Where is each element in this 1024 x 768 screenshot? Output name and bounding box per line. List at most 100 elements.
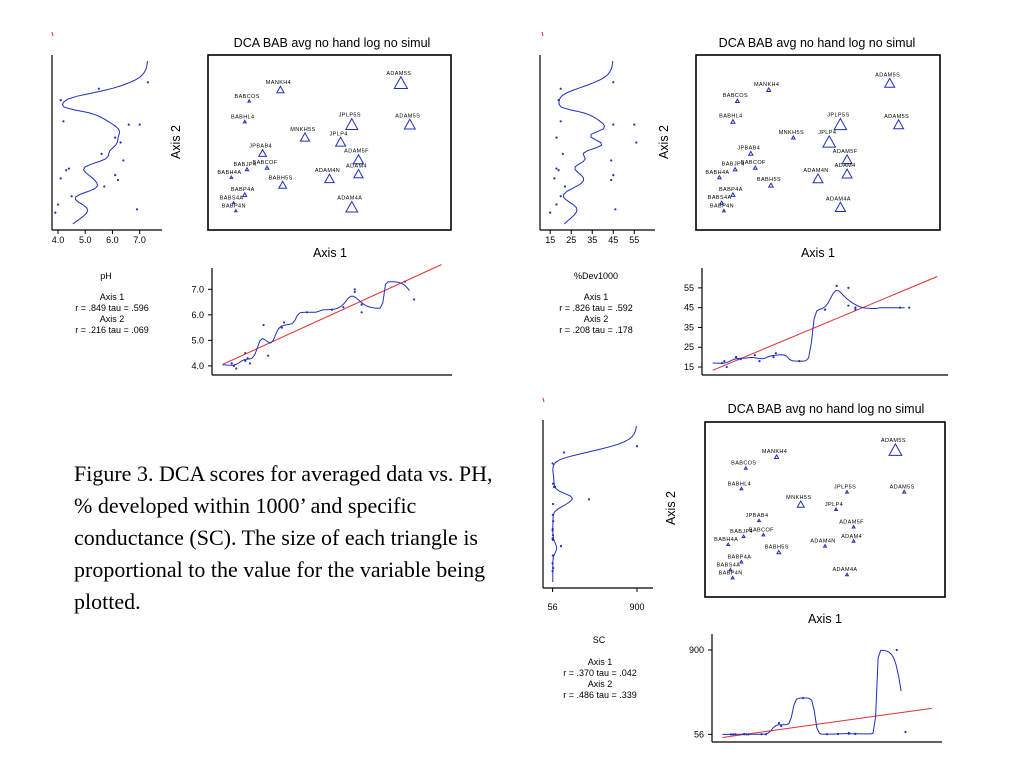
panel-1-side-smooth-curve [61, 60, 148, 225]
panel-3-site-marker-11 [761, 532, 766, 537]
panel-3-regression-line [722, 707, 932, 738]
panel-1-variable-label: pH [100, 271, 112, 281]
panel-2-site-marker-8 [747, 150, 754, 156]
panel-1-site-marker-16 [241, 191, 248, 197]
panel-3-site-label-16: BABP4A [727, 555, 751, 561]
panel-2-site-marker-3 [730, 118, 736, 124]
panel-3-side-point-15 [559, 545, 563, 548]
panel-1-side-tick-label-0: 4.0 [52, 235, 65, 245]
panel-2-side-point-14 [610, 178, 613, 182]
panel-2-corner-mark [541, 31, 544, 37]
panel-3-axis2-label: Axis 2 [664, 491, 678, 525]
panel-1-side-point-14 [116, 178, 119, 182]
panel-1-site-marker-5 [403, 118, 417, 130]
panel-1-corner-mark [51, 31, 54, 37]
panel-2-site-label-1: MANKH4 [754, 82, 779, 88]
panel-2-bottom-point-4 [847, 286, 850, 289]
panel-2-side-point-18 [614, 208, 617, 211]
panel-1-site-label-0: ADAM5S [386, 71, 411, 77]
panel-1-bottom-point-1 [280, 326, 283, 329]
panel-3-site-label-1: MANKH4 [762, 449, 787, 455]
panel-1-side-point-11 [67, 167, 70, 170]
panel-2-bottom-point-18 [847, 304, 850, 307]
panel-3-site-label-4: JPLP5S [834, 484, 856, 490]
panel-2-side-smooth-curve [558, 60, 614, 225]
panel-3-ordination-frame [704, 421, 946, 598]
panel-3-bottom-smooth-curve [722, 649, 902, 735]
panel-1-side-point-18 [135, 208, 139, 211]
panel-2-site-marker-12 [716, 174, 722, 180]
panel-3-site-marker-15 [776, 549, 782, 555]
panel-1-site-label-10: BABJP4 [234, 162, 257, 168]
panel-2-site-marker-15 [767, 182, 775, 188]
panel-3-site-label-11: BABCOF [749, 528, 774, 534]
panel-2-bottom-point-8 [753, 354, 756, 357]
panel-1-site-marker-11 [264, 165, 270, 170]
panel-2-site-marker-17 [719, 200, 725, 205]
panel-3-site-label-8: JPBAB4 [746, 513, 769, 519]
panel-2-site-marker-11 [752, 165, 758, 170]
panel-3-corner-mark [542, 397, 545, 403]
panel-3-site-marker-18 [844, 572, 850, 577]
panel-3-side-tick-label-1: 900 [629, 602, 644, 612]
panel-2-side-point-13 [612, 174, 615, 177]
panel-2-regression-line [712, 276, 938, 371]
panel-1-bottom-point-13 [360, 311, 363, 314]
panel-1-regression-line [222, 264, 442, 365]
panel-1-site-marker-15 [277, 180, 288, 189]
panel-1-side-point-8 [100, 152, 103, 156]
panel-2-site-marker-4 [833, 117, 848, 131]
panel-1-site-marker-14 [323, 173, 336, 184]
panel-1-title: DCA BAB avg no hand log no simul [234, 36, 431, 50]
panel-1-side-point-15 [103, 185, 106, 188]
panel-2-site-label-19: BABP4N [710, 203, 734, 209]
panel-1-side-tick-label-3: 7.0 [133, 235, 146, 245]
panel-1-side-point-5 [127, 123, 130, 126]
panel-3-site-marker-4 [844, 489, 850, 494]
panel-1-site-marker-12 [229, 175, 234, 179]
panel-2-side-point-0 [612, 81, 615, 84]
panel-2-side-tick-label-2: 35 [587, 235, 597, 245]
panel-2-site-label-15: BABH5S [757, 177, 781, 183]
panel-3-bottom-point-0 [895, 648, 898, 652]
panel-1-site-marker-0 [393, 75, 409, 89]
panel-1-stats-axis1: r = .849 tau = .596 [75, 303, 149, 313]
panel-3-site-label-14: ADAM4N [810, 539, 835, 545]
panel-2-title: DCA BAB avg no hand log no simul [719, 36, 916, 50]
panel-1-site-marker-7 [334, 136, 347, 147]
panel-3-title: DCA BAB avg no hand log no simul [728, 402, 925, 416]
panel-2-site-label-8: JPBAB4 [737, 145, 760, 151]
panel-2-bottom-point-15 [774, 352, 777, 355]
panel-2-side-point-3 [559, 120, 562, 123]
panel-2-bottom-point-13 [854, 306, 857, 309]
panel-1-side-point-16 [70, 195, 73, 198]
panel-2-site-label-7: JPLP4 [818, 130, 836, 136]
panel-1-bottom-point-8 [262, 323, 265, 327]
panel-2-bottom-tick-label-4: 55 [684, 283, 694, 293]
panel-1-bottom-point-3 [244, 359, 247, 362]
panel-2-ordination-frame [695, 54, 941, 231]
panel-3-site-label-19: BABP4N [719, 570, 743, 576]
panel-1-axis2-label: Axis 2 [169, 125, 183, 159]
panel-3-site-label-7: JPLP4 [825, 502, 843, 508]
panel-3-site-marker-14 [822, 543, 828, 548]
panel-2-side-tick-label-4: 55 [629, 235, 639, 245]
panel-3-site-marker-17 [728, 567, 733, 572]
panel-2-bottom-tick-label-0: 15 [684, 362, 694, 372]
panel-2-side-point-9 [610, 159, 613, 162]
panel-2-side-tick-label-3: 45 [608, 235, 618, 245]
panel-2-site-marker-6 [790, 134, 796, 140]
panel-1-site-label-17: BABS4A [220, 196, 244, 202]
panel-1-site-label-3: BABHL4 [231, 114, 255, 120]
panel-1-bottom-point-7 [342, 306, 345, 309]
panel-3-site-marker-16 [739, 559, 744, 564]
panel-1-side-point-17 [56, 203, 60, 206]
panel-3-site-label-18: ADAM4A [832, 567, 857, 573]
figure-caption: Figure 3. DCA scores for averaged data v… [74, 461, 493, 614]
panel-3-site-marker-19 [730, 575, 735, 580]
panel-1-site-label-9: ADAM5F [344, 149, 369, 155]
panel-2-site-marker-14 [812, 172, 824, 184]
panel-1-site-marker-9 [352, 153, 365, 165]
panel-2-site-label-18: ADAM4A [826, 196, 851, 202]
panel-3-variable-label: SC [593, 635, 606, 645]
